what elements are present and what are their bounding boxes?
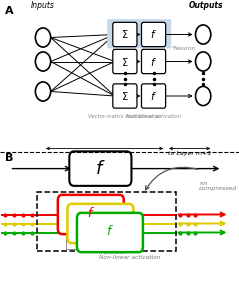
Text: Layer m: Layer m bbox=[92, 152, 117, 157]
Text: $\Sigma$: $\Sigma$ bbox=[121, 90, 129, 102]
Text: $\Sigma$: $\Sigma$ bbox=[121, 28, 129, 40]
Text: Inputs: Inputs bbox=[31, 2, 55, 10]
FancyBboxPatch shape bbox=[67, 204, 133, 243]
Text: Non-linear activation: Non-linear activation bbox=[126, 113, 181, 119]
Text: $f$: $f$ bbox=[150, 28, 157, 40]
FancyBboxPatch shape bbox=[141, 49, 166, 74]
FancyBboxPatch shape bbox=[141, 22, 166, 46]
Text: to Layer m+1: to Layer m+1 bbox=[168, 152, 211, 157]
Text: Outputs: Outputs bbox=[188, 2, 223, 10]
FancyBboxPatch shape bbox=[141, 84, 166, 108]
Text: $f$: $f$ bbox=[150, 56, 157, 68]
Text: $\Sigma$: $\Sigma$ bbox=[121, 56, 129, 68]
Text: B: B bbox=[5, 153, 13, 163]
Text: $f$: $f$ bbox=[87, 206, 95, 220]
Text: $f$: $f$ bbox=[150, 90, 157, 102]
FancyBboxPatch shape bbox=[69, 151, 131, 186]
Text: A: A bbox=[5, 6, 13, 16]
Text: Vector-matrix multiplication: Vector-matrix multiplication bbox=[88, 113, 162, 119]
FancyBboxPatch shape bbox=[77, 213, 143, 252]
Text: n parallel
Non-linear activation: n parallel Non-linear activation bbox=[99, 250, 161, 260]
FancyBboxPatch shape bbox=[108, 20, 171, 48]
FancyBboxPatch shape bbox=[113, 22, 137, 46]
Text: *Neuron: *Neuron bbox=[172, 46, 197, 51]
FancyBboxPatch shape bbox=[113, 49, 137, 74]
FancyBboxPatch shape bbox=[58, 195, 124, 234]
Text: ×n
compressed: ×n compressed bbox=[198, 181, 237, 191]
Text: $f$: $f$ bbox=[106, 224, 114, 238]
FancyBboxPatch shape bbox=[113, 84, 137, 108]
Text: $f$: $f$ bbox=[95, 160, 106, 178]
